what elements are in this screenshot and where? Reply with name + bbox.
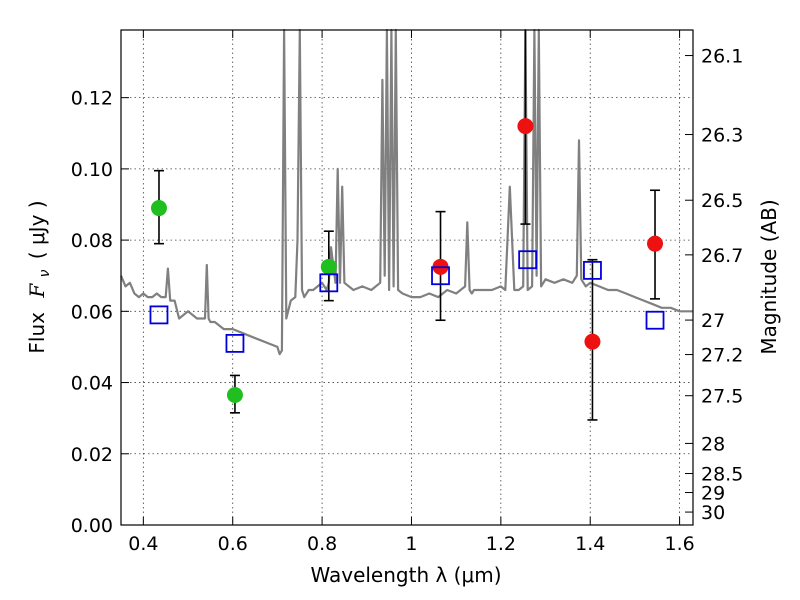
right-tick-label: 27 xyxy=(701,310,725,332)
right-tick-label: 27.5 xyxy=(701,386,743,408)
model-spectrum-line xyxy=(119,28,693,356)
blue-square-point xyxy=(319,273,339,293)
red-data-point xyxy=(517,118,534,135)
right-tick-label: 30 xyxy=(701,502,725,524)
y-axis-title-open: ( xyxy=(25,245,49,259)
blue-square-point xyxy=(645,310,665,330)
red-data-point xyxy=(647,235,664,252)
right-tick-label: 26.7 xyxy=(701,245,743,267)
x-axis-title: Wavelength λ (μm) xyxy=(310,563,501,587)
y-axis-title-unit: μJy xyxy=(25,214,49,245)
blue-square-point xyxy=(583,260,602,280)
y-axis-title-close: ) xyxy=(25,200,49,208)
blue-square-point xyxy=(225,333,245,353)
blue-square-point xyxy=(431,266,450,286)
y-tick-label: 0.00 xyxy=(71,515,113,537)
y-tick-label: 0.08 xyxy=(71,230,113,252)
green-data-point xyxy=(320,258,337,275)
y-axis-title-symbol: F xyxy=(25,283,49,299)
right-tick-label: 28 xyxy=(701,433,725,455)
y-axis-title-prefix: Flux xyxy=(25,312,49,354)
model-spectrum xyxy=(119,28,693,356)
x-tick-label: 0.6 xyxy=(218,533,248,555)
right-tick-label: 26.1 xyxy=(701,46,743,68)
y-tick-label: 0.10 xyxy=(71,159,113,181)
blue-square-point xyxy=(518,250,538,270)
x-tick-label: 0.8 xyxy=(307,533,337,555)
y-tick-label: 0.06 xyxy=(71,301,113,323)
x-tick-label: 1.4 xyxy=(575,533,605,555)
right-tick-label: 29 xyxy=(701,483,725,505)
plot-frame xyxy=(120,29,694,526)
green-data-point xyxy=(150,200,167,217)
plot-background xyxy=(121,30,693,525)
red-data-point xyxy=(584,333,601,350)
right-tick-label: 28.5 xyxy=(701,464,743,486)
y-axis-title: Flux F ν ( μJy ) xyxy=(25,200,54,353)
axis-ticks: 0.4 0.6 0.8 1 1.2 1.4 1.6 0.00 0.02 0.04 0.06 0.08 0… xyxy=(71,30,743,555)
grid-lines xyxy=(121,30,693,526)
data-markers xyxy=(149,118,665,404)
right-tick-label: 26.3 xyxy=(701,125,743,147)
right-tick-label: 26.5 xyxy=(701,190,743,212)
right-axis-title: Magnitude (AB) xyxy=(757,199,781,354)
x-tick-label: 0.4 xyxy=(128,533,158,555)
y-axis-title-subscript: ν xyxy=(37,269,53,277)
blue-square-point xyxy=(149,305,169,325)
x-tick-label: 1.2 xyxy=(486,533,516,555)
y-tick-label: 0.12 xyxy=(71,88,113,110)
x-tick-label: 1.6 xyxy=(664,533,694,555)
green-data-point xyxy=(226,387,243,404)
right-tick-label: 27.2 xyxy=(701,345,743,367)
x-tick-label: 1 xyxy=(405,533,417,555)
y-tick-label: 0.04 xyxy=(71,373,113,395)
y-tick-label: 0.02 xyxy=(71,444,113,466)
